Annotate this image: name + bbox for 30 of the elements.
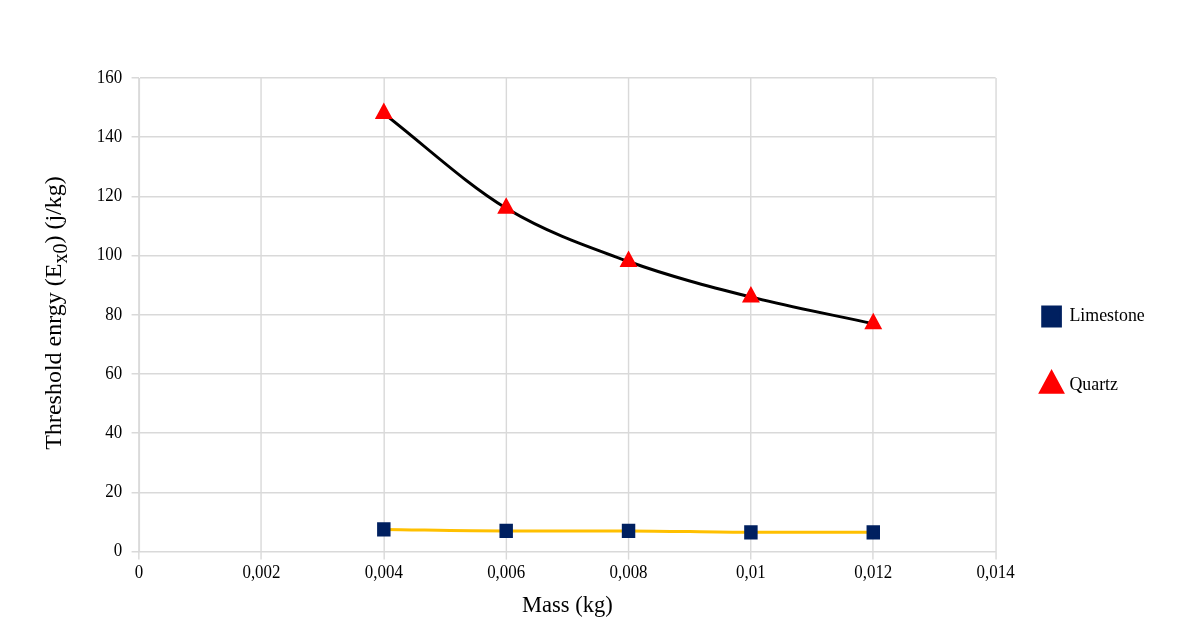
legend-label: Quartz [1069, 374, 1118, 395]
point [865, 314, 882, 330]
y-tick-label: 100 [96, 243, 123, 265]
x-tick-label: 0,002 [242, 561, 281, 583]
point [621, 523, 636, 538]
point [498, 198, 515, 214]
point [620, 252, 637, 267]
legend-label: Limestone [1069, 305, 1145, 326]
y-tick-label: 120 [96, 184, 123, 206]
x-tick-label: 0,01 [736, 561, 766, 583]
y-tick-label: 160 [96, 66, 123, 87]
y-tick-label: 20 [105, 480, 123, 502]
x-tick-label: 0,012 [854, 561, 893, 583]
x-axis-title: Mass (kg) [521, 590, 613, 618]
point [744, 525, 758, 540]
x-tick-label: 0,008 [609, 561, 648, 583]
x-tick-label: 0,014 [976, 561, 1015, 583]
y-tick-label: 140 [96, 125, 123, 147]
y-tick-label: 0 [113, 539, 123, 561]
x-tick-label: 0,004 [364, 561, 404, 583]
y-tick-label: 40 [105, 421, 123, 443]
point [866, 525, 881, 540]
point [499, 523, 513, 538]
y-tick-label: 60 [105, 362, 123, 383]
point [742, 287, 759, 303]
point [377, 522, 391, 537]
y-tick-label: 80 [105, 303, 123, 324]
x-tick-label: 0,006 [487, 561, 526, 583]
x-tick-label: 0 [134, 561, 144, 583]
point [375, 104, 392, 119]
